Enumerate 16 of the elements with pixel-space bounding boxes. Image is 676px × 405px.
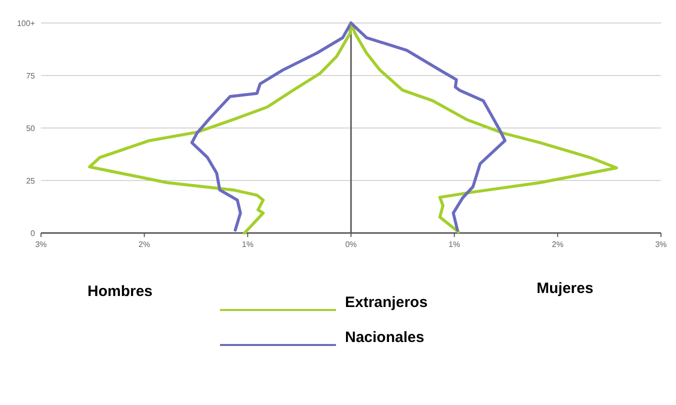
x-tick-label: 1% <box>448 240 460 249</box>
text: Extranjeros <box>345 294 428 311</box>
text: Mujeres <box>536 280 594 297</box>
x-tick-label: 1% <box>242 240 254 249</box>
y-tick-label: 75 <box>26 72 36 80</box>
text: Hombres <box>87 283 153 300</box>
text: Nacionales <box>345 329 424 346</box>
x-tick-label: 0% <box>345 240 357 249</box>
y-tick-label: 100+ <box>16 19 36 28</box>
y-tick-label: 25 <box>26 176 36 186</box>
x-tick-label: 3% <box>655 240 667 249</box>
y-tick-label: 50 <box>26 124 36 133</box>
x-tick-label: 2% <box>138 240 150 249</box>
x-tick-label: 2% <box>552 240 564 249</box>
y-tick-label: 0 <box>30 229 36 238</box>
x-tick-label: 3% <box>35 240 47 249</box>
